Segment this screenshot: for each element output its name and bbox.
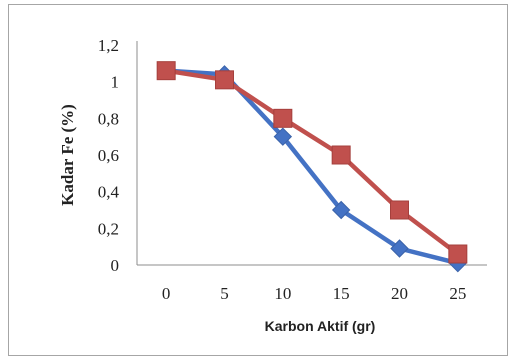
x-tick-labels: 0 5 10 15 20 25	[162, 284, 466, 303]
chart-frame: 0 0,2 0,4 0,6 0,8 1 1,2 0 5 10 15 20 25 Kadar Fe (%…	[8, 4, 508, 356]
data-point	[273, 108, 293, 128]
x-tick-label: 10	[274, 284, 291, 303]
x-tick-label: 0	[162, 284, 171, 303]
y-axis-label: Kadar Fe (%)	[58, 104, 77, 206]
y-tick-label: 0	[111, 256, 120, 275]
line-chart: 0 0,2 0,4 0,6 0,8 1 1,2 0 5 10 15 20 25 Kadar Fe (%…	[58, 36, 487, 334]
x-tick-label: 15	[333, 284, 350, 303]
data-point	[390, 239, 409, 258]
x-tick-label: 25	[449, 284, 466, 303]
series-line	[166, 68, 459, 266]
y-tick-label: 1	[111, 73, 120, 92]
y-tick-label: 1,2	[98, 36, 119, 55]
y-tick-label: 0,8	[98, 109, 119, 128]
axes	[136, 41, 487, 266]
y-tick-label: 0,2	[98, 219, 119, 238]
x-tick-label: 5	[220, 284, 229, 303]
series-group	[156, 61, 468, 273]
y-tick-label: 0,6	[98, 146, 119, 165]
data-point	[273, 127, 293, 146]
data-point	[331, 145, 351, 165]
data-point	[156, 61, 176, 81]
data-point	[331, 200, 351, 220]
y-tick-label: 0,4	[98, 183, 120, 202]
series-2	[156, 61, 468, 264]
data-point	[448, 244, 468, 264]
x-tick-label: 20	[391, 284, 408, 303]
data-point	[390, 200, 409, 220]
x-axis-label: Karbon Aktif (gr)	[265, 318, 376, 334]
data-point	[215, 70, 234, 90]
series-1	[156, 61, 468, 273]
y-tick-labels: 0 0,2 0,4 0,6 0,8 1 1,2	[98, 36, 120, 275]
series-line	[165, 68, 460, 256]
